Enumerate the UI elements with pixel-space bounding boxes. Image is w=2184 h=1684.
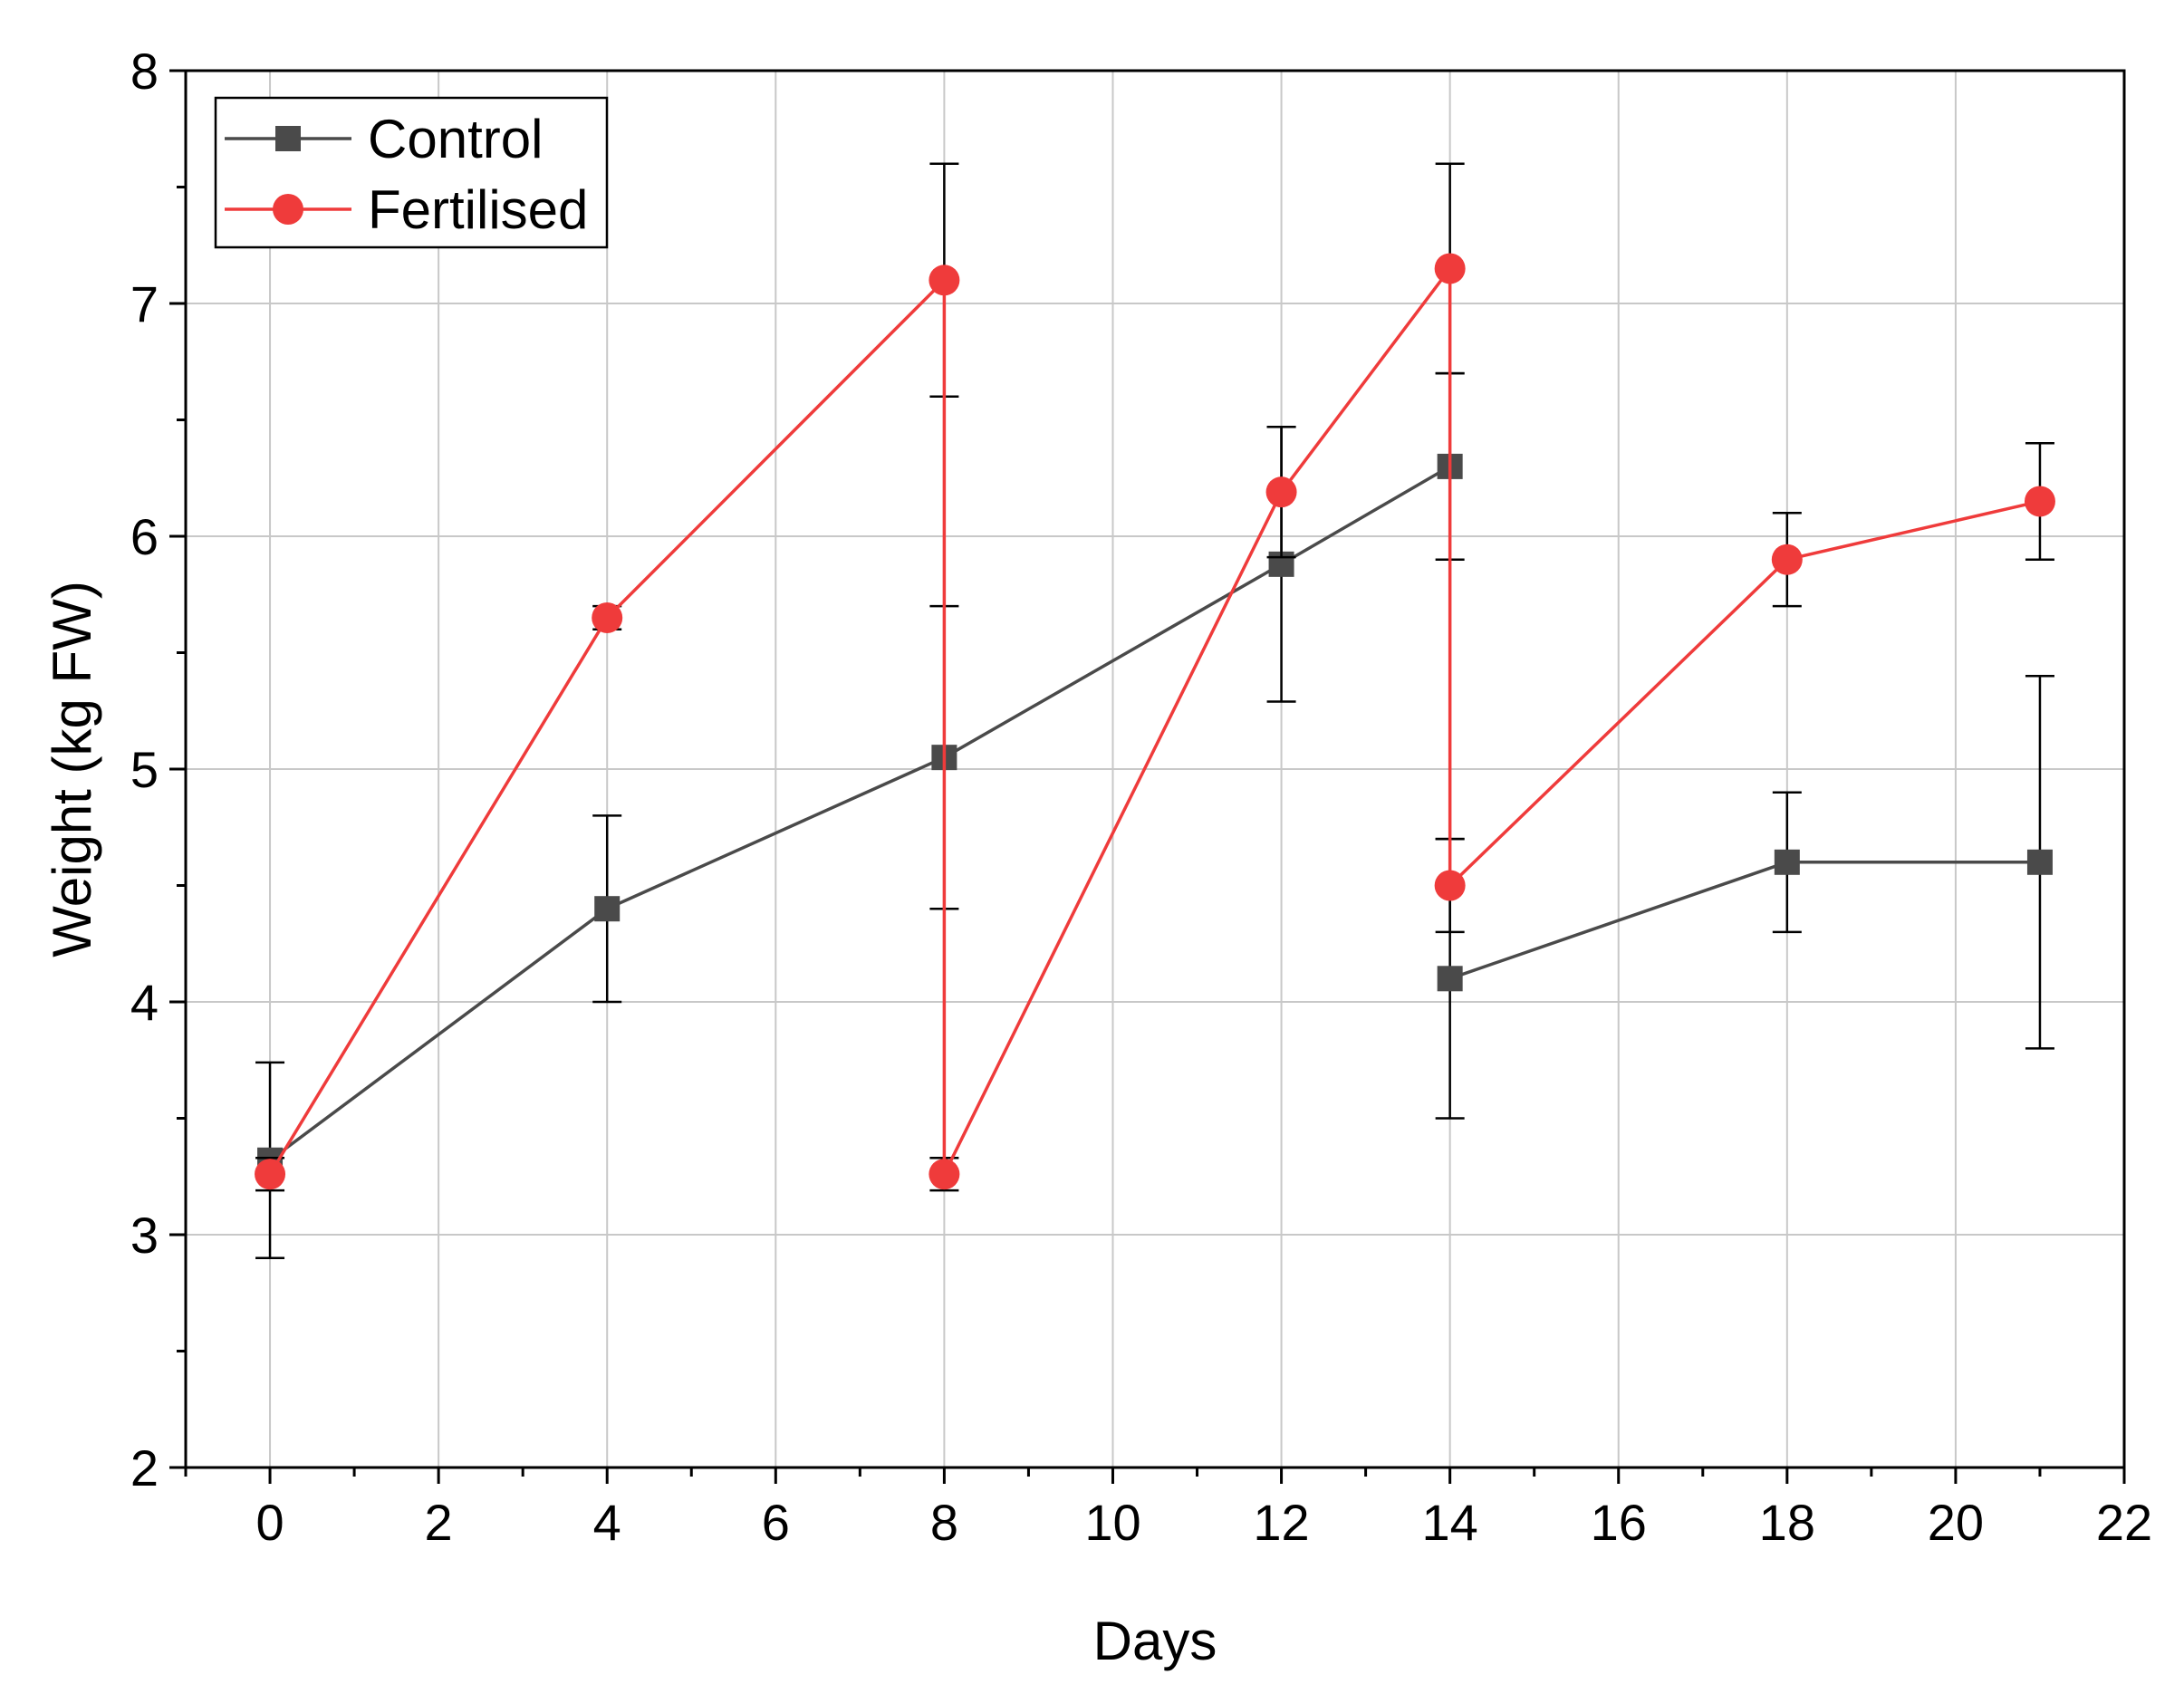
y-tick-label: 8 <box>130 43 159 100</box>
square-marker <box>1774 849 1800 875</box>
square-marker <box>2026 849 2053 875</box>
series-layer <box>255 162 2055 1259</box>
x-axis-label: Days <box>1093 1611 1217 1671</box>
legend-item-fertilised: Fertilised <box>225 179 588 240</box>
y-tick-label: 5 <box>130 741 159 798</box>
legend: Control Fertilised <box>214 96 609 249</box>
x-tick-labels: 0 2 4 6 8 10 12 14 16 18 20 22 <box>255 1494 2152 1551</box>
square-marker <box>1437 966 1463 992</box>
y-tick-label: 6 <box>130 508 159 565</box>
x-tick-label: 4 <box>593 1494 621 1551</box>
legend-item-control: Control <box>225 109 543 169</box>
axis-ticks <box>169 69 2126 1484</box>
legend-label: Fertilised <box>368 179 588 240</box>
circle-marker <box>273 194 303 225</box>
y-tick-label: 4 <box>130 974 159 1031</box>
circle-marker <box>928 1159 960 1190</box>
x-tick-label: 22 <box>2096 1494 2152 1551</box>
x-tick-label: 10 <box>1084 1494 1140 1551</box>
y-tick-labels: 2 3 4 5 6 7 8 <box>130 43 159 1496</box>
circle-marker <box>1434 253 1466 284</box>
y-tick-label: 7 <box>130 275 159 332</box>
square-marker <box>275 126 301 151</box>
circle-marker <box>928 265 960 296</box>
x-tick-label: 20 <box>1928 1494 1984 1551</box>
y-tick-label: 3 <box>130 1207 159 1264</box>
x-tick-label: 2 <box>425 1494 453 1551</box>
circle-marker <box>1434 870 1466 901</box>
circle-marker <box>592 601 623 633</box>
circle-marker <box>2024 486 2055 517</box>
series-fertilised <box>255 162 2055 1192</box>
y-axis-label: Weight (kg FW) <box>42 581 102 957</box>
x-tick-label: 8 <box>930 1494 958 1551</box>
x-tick-label: 14 <box>1422 1494 1478 1551</box>
x-tick-label: 0 <box>255 1494 284 1551</box>
circle-marker <box>1771 544 1803 575</box>
x-tick-label: 16 <box>1591 1494 1647 1551</box>
circle-marker <box>255 1159 286 1190</box>
circle-marker <box>1265 476 1297 508</box>
x-tick-label: 12 <box>1253 1494 1309 1551</box>
x-tick-label: 18 <box>1759 1494 1815 1551</box>
square-marker <box>594 896 621 922</box>
y-tick-label: 2 <box>130 1439 159 1496</box>
legend-label: Control <box>368 109 543 169</box>
x-tick-label: 6 <box>762 1494 790 1551</box>
